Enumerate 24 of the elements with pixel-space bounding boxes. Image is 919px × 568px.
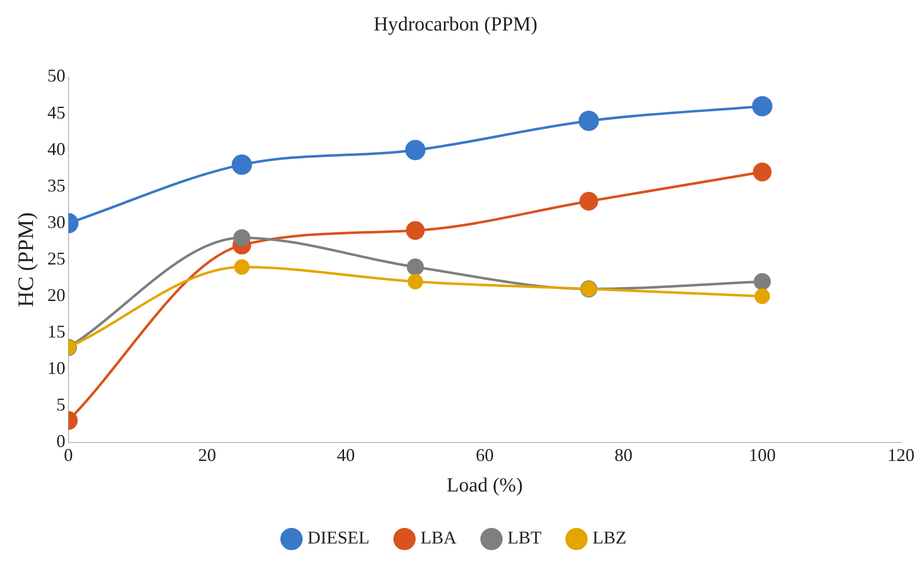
x-tick-label: 80 (614, 444, 632, 465)
y-tick-label: 35 (47, 175, 66, 196)
x-tick-label: 100 (748, 444, 776, 465)
chart-title: Hydrocarbon (PPM) (374, 13, 538, 36)
y-tick-label: 15 (47, 322, 66, 342)
legend-label: LBZ (592, 528, 626, 548)
y-tick-label: 45 (47, 102, 66, 122)
x-tick-label: 120 (888, 444, 914, 465)
y-tick-label: 25 (47, 248, 66, 268)
x-tick-label: 20 (198, 444, 216, 465)
x-axis-title: Load (%) (446, 474, 523, 496)
y-tick-label: 5 (56, 394, 66, 415)
y-tick-label: 0 (56, 431, 66, 452)
y-tick-label: 10 (47, 358, 66, 378)
legend-label: DIESEL (308, 528, 370, 548)
y-tick-label: 40 (47, 138, 66, 159)
y-tick-label: 50 (47, 66, 66, 86)
y-axis-title: HC (PPM) (12, 212, 38, 308)
x-tick-label: 40 (336, 444, 355, 465)
legend-label: LBT (508, 528, 542, 548)
y-tick-label: 30 (47, 212, 66, 232)
x-tick-label: 60 (476, 444, 494, 465)
legend-label: LBA (420, 528, 456, 548)
y-tick-label: 20 (47, 284, 66, 305)
